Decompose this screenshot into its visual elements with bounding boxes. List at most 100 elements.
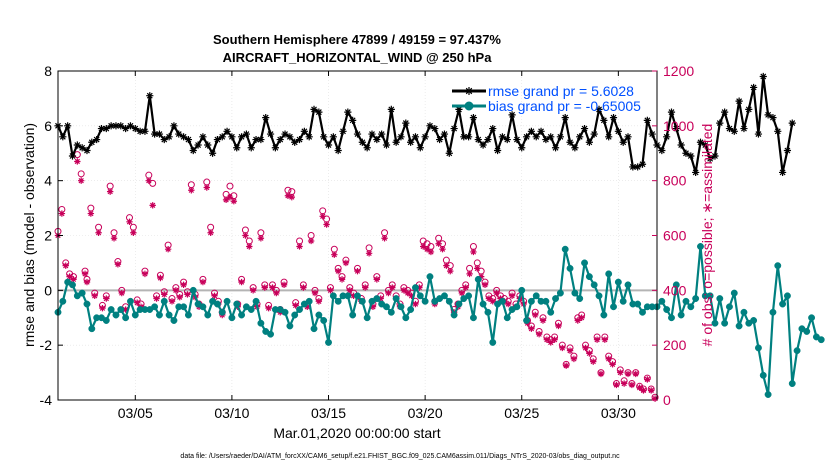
rmse-point [271,144,279,152]
rmse-point [450,124,458,133]
bias-point [363,314,371,322]
obs-assimilated-point [81,270,89,278]
bias-point [102,317,110,324]
obs-assimilated-point-glyph [350,292,357,300]
obs-assimilated-point [300,284,307,291]
obs-assimilated-point [377,295,384,302]
rmse-point [513,135,521,144]
rmse-point [411,133,420,141]
bias-point [561,245,569,253]
rmse-point [189,146,197,155]
rmse-point [223,127,231,135]
bias-point [532,292,540,300]
obs-assimilated-point-glyph [362,284,369,291]
bias-point [754,344,762,352]
rmse-point [788,119,796,127]
obs-assimilated-point-glyph [613,381,620,389]
rmse-point [460,133,468,141]
obs-assimilated-point [280,281,288,289]
obs-assimilated-point [381,235,388,242]
bias-point [595,292,603,300]
obs-assimilated-point [551,336,558,343]
rmse-point-glyph [199,133,207,141]
bias-point [107,306,115,313]
obs-assimilated-point [172,287,180,294]
bias-point [421,297,429,305]
obs-assimilated-point [416,284,423,291]
obs-assimilated-point-glyph [381,235,388,242]
bias-point [576,295,584,303]
obs-assimilated-point-glyph [624,370,632,378]
rmse-point [402,119,410,127]
obs-assimilated-point [566,347,574,354]
rmse-point-glyph [315,108,323,116]
rmse-point-glyph [609,114,618,122]
rmse-point-glyph [493,146,502,155]
x-tick-label: 03/30 [601,405,636,421]
rmse-point [542,135,550,144]
rmse-point [407,138,415,146]
bias-point [721,319,729,327]
rmse-point-glyph [271,144,279,152]
rmse-point-glyph [455,105,463,113]
obs-assimilated-point [265,304,272,312]
obs-assimilated-point-glyph [427,248,435,256]
obs-assimilated-point-glyph [230,198,238,205]
rmse-point [730,127,738,135]
obs-assimilated-point-glyph [145,177,153,184]
rmse-point [194,141,202,149]
x-tick-label: 03/15 [311,405,346,421]
obs-assimilated-point [87,210,95,217]
obs-assimilated-point-glyph [95,229,102,236]
rmse-point [358,138,366,146]
rmse-point-glyph [465,133,473,141]
rmse-point-glyph [426,122,434,130]
obs-assimilated-point-glyph [269,284,276,291]
bias-point [170,317,178,324]
obs-assimilated-point-glyph [77,177,85,184]
obs-assimilated-point-glyph [342,259,350,267]
obs-assimilated-point-glyph [304,303,311,310]
obs-assimilated-point [296,243,303,250]
rmse-point-glyph [68,152,77,160]
bias-point [566,264,574,272]
obs-assimilated-point-glyph [605,355,612,363]
obs-assimilated-point-glyph [226,193,234,201]
rmse-point [353,130,362,138]
obs-assimilated-point [532,311,539,319]
obs-assimilated-point-glyph [261,284,268,291]
rmse-point [170,122,178,130]
rmse-point [556,133,564,141]
bias-point [233,300,241,308]
bias-point [441,292,448,300]
rmse-point [329,133,337,141]
bias-point [711,319,719,327]
obs-assimilated-point-glyph [288,193,296,201]
obs-assimilated-point-glyph [620,380,628,387]
bias-point [69,281,76,289]
rmse-point [503,135,511,144]
obs-assimilated-point [180,281,187,289]
rmse-point-glyph [663,133,671,141]
rmse-point [580,124,589,133]
rmse-point [634,163,642,171]
obs-assimilated-point-glyph [528,325,535,332]
obs-assimilated-point-glyph [126,218,133,225]
bias-point [600,311,608,319]
rmse-point-glyph [788,119,796,127]
x-tick-label: 03/25 [504,405,539,421]
bias-point [78,289,86,297]
rmse-point-glyph [59,133,67,141]
rmse-point [349,116,357,124]
obs-assimilated-point [369,303,377,310]
obs-assimilated-point [122,306,129,313]
obs-assimilated-point [648,387,655,394]
rmse-point-glyph [228,133,236,141]
bias-point [552,295,560,303]
rmse-point-glyph [643,116,651,124]
rmse-point [83,146,91,155]
obs-assimilated-point-glyph [551,336,558,343]
bias-series [54,243,825,398]
obs-assimilated-point-glyph [369,303,377,310]
rmse-point [537,127,545,135]
